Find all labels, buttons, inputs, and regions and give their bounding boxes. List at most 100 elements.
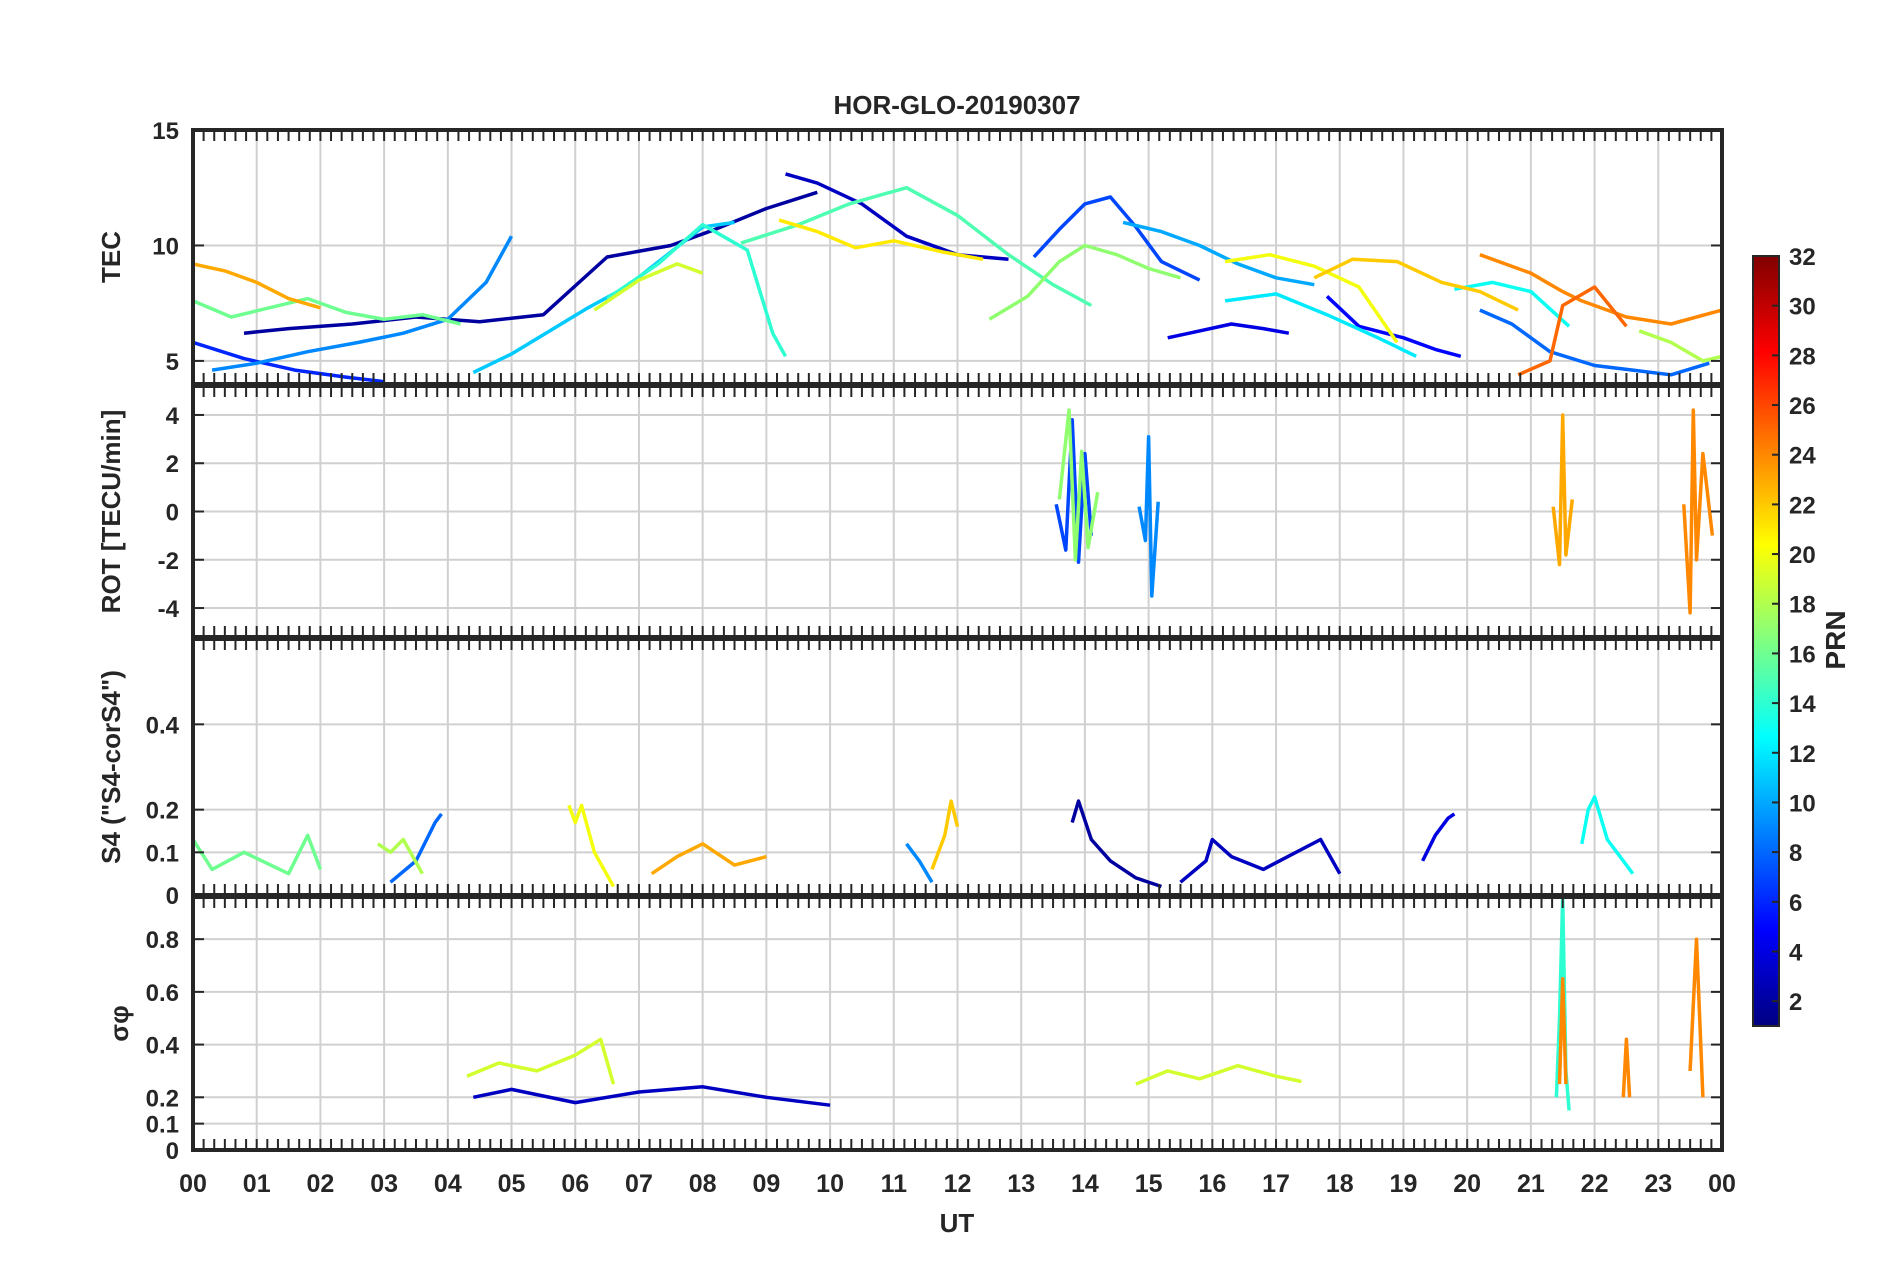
- y-tick-label: 0: [166, 500, 179, 527]
- x-axis-label: UT: [940, 1208, 975, 1238]
- x-tick-label: 00: [1708, 1170, 1736, 1198]
- colorbar-tick-label: 20: [1789, 542, 1816, 569]
- series-group: [466, 897, 1705, 1111]
- series-line-prn-24: [1682, 408, 1715, 615]
- x-tick-label: 02: [307, 1170, 335, 1198]
- x-tick-labels: 00 01 02 03 04 05 06 07 08 09 10 11 12 13 14 15 16 17 18 19…: [179, 1170, 1736, 1198]
- x-tick-label: 07: [625, 1170, 653, 1198]
- series-line-prn-19: [1135, 1063, 1302, 1086]
- series-line-prn-20: [1224, 252, 1399, 344]
- series-group: [193, 172, 1722, 384]
- panel-sigma_phi: 00.10.2 0.4 0.6 0.8 σφ: [104, 895, 1724, 1165]
- x-tick-label: 19: [1390, 1170, 1418, 1198]
- colorbar-tick-label: 2: [1789, 989, 1802, 1016]
- minor-ticks: [192, 386, 1723, 637]
- series-group: [1054, 408, 1715, 615]
- x-tick-label: 21: [1517, 1170, 1545, 1198]
- colorbar-tick-label: 32: [1789, 244, 1816, 271]
- y-tick-label: 10: [152, 233, 179, 260]
- x-tick-label: 08: [689, 1170, 717, 1198]
- series-line-prn-5: [1325, 295, 1462, 358]
- x-tick-label: 16: [1198, 1170, 1226, 1198]
- y-tick-label: 0.6: [146, 980, 179, 1007]
- x-tick-label: 00: [179, 1170, 207, 1198]
- y-tick-label: 0: [166, 883, 179, 910]
- series-line-prn-22: [930, 799, 960, 871]
- x-tick-label: 06: [561, 1170, 589, 1198]
- axes-box: [191, 895, 1724, 1152]
- panel-tec: 5 10 15 TEC: [96, 118, 1724, 386]
- series-line-prn-7: [1054, 418, 1094, 564]
- series-line-prn-17: [988, 243, 1181, 321]
- y-tick-label: 0: [166, 1138, 179, 1165]
- series-line-prn-3: [472, 1085, 831, 1107]
- colorbar-tick-label: 22: [1789, 492, 1816, 519]
- colorbar-tick-label: 14: [1789, 691, 1816, 718]
- series-line-prn-4: [1167, 322, 1290, 340]
- series-line-prn-3: [1179, 837, 1342, 884]
- x-tick-label: 14: [1071, 1170, 1099, 1198]
- x-tick-label: 20: [1453, 1170, 1481, 1198]
- y-axis-label: σφ: [104, 1005, 134, 1041]
- series-group: [193, 795, 1635, 889]
- y-axis-label: TEC: [96, 231, 126, 283]
- series-line-prn-8: [1479, 308, 1710, 377]
- colorbar-tick-label: 10: [1789, 790, 1816, 817]
- chart-title: HOR-GLO-20190307: [833, 90, 1080, 120]
- x-tick-label: 18: [1326, 1170, 1354, 1198]
- colorbar-tick-label: 28: [1789, 343, 1816, 370]
- series-line-prn-10: [1122, 220, 1315, 287]
- y-tick-label: 0.1: [146, 840, 179, 867]
- series-line-prn-14: [606, 222, 788, 358]
- series-line-prn-18: [376, 837, 424, 875]
- series-line-prn-23: [1551, 413, 1575, 567]
- series-line-prn-12: [1224, 292, 1417, 358]
- series-line-prn-17: [1057, 408, 1100, 562]
- x-tick-label: 11: [881, 1170, 908, 1198]
- x-tick-label: 04: [434, 1170, 462, 1198]
- x-tick-label: 10: [816, 1170, 844, 1198]
- y-tick-label: -4: [158, 596, 180, 623]
- series-line-prn-19: [593, 262, 704, 312]
- series-line-prn-24: [1621, 1037, 1632, 1098]
- colorbar-tick-label: 30: [1789, 294, 1816, 321]
- y-tick-label: 4: [166, 403, 180, 430]
- colorbar-tick-label: 8: [1789, 840, 1802, 867]
- series-line-prn-9: [905, 842, 934, 884]
- y-tick-label: 5: [166, 349, 179, 376]
- series-line-prn-22: [1313, 257, 1519, 312]
- x-tick-label: 17: [1262, 1170, 1290, 1198]
- colorbar-scale: [1752, 255, 1780, 1027]
- series-line-prn-23: [193, 262, 321, 310]
- x-tick-label: 03: [370, 1170, 398, 1198]
- x-tick-label: 23: [1644, 1170, 1672, 1198]
- series-line-prn-16: [193, 833, 323, 876]
- series-line-prn-2: [1070, 799, 1162, 889]
- series-line-prn-6: [193, 340, 385, 384]
- x-tick-label: 12: [944, 1170, 972, 1198]
- series-line-prn-16: [193, 296, 462, 326]
- x-tick-label: 09: [752, 1170, 780, 1198]
- y-axis-label: ROT [TECU/min]: [96, 410, 126, 614]
- x-tick-label: 05: [498, 1170, 526, 1198]
- y-tick-label: -2: [158, 548, 179, 575]
- y-tick-label: 0.2: [146, 1085, 179, 1112]
- colorbar-label: PRN: [1820, 610, 1851, 669]
- series-line-prn-9: [211, 235, 514, 372]
- colorbar-tick-label: 24: [1789, 443, 1816, 470]
- series-line-prn-13: [1454, 280, 1571, 328]
- colorbar-tick-label: 4: [1789, 939, 1803, 966]
- panel-rot: -4 -2 0 2 4 ROT [TECU/min]: [96, 384, 1724, 639]
- colorbar-tick-label: 12: [1789, 741, 1816, 768]
- series-line-prn-24: [1557, 976, 1568, 1085]
- y-tick-label: 2: [166, 451, 179, 478]
- y-axis-label: S4 ("S4-corS4"): [96, 670, 126, 864]
- y-tick-label: 0.1: [146, 1112, 179, 1139]
- colorbar-tick-label: 26: [1789, 393, 1816, 420]
- series-line-prn-21: [778, 218, 984, 262]
- y-tick-label: 0.4: [146, 712, 180, 739]
- series-line-prn-18: [1638, 329, 1722, 363]
- series-line-prn-4: [1421, 812, 1456, 862]
